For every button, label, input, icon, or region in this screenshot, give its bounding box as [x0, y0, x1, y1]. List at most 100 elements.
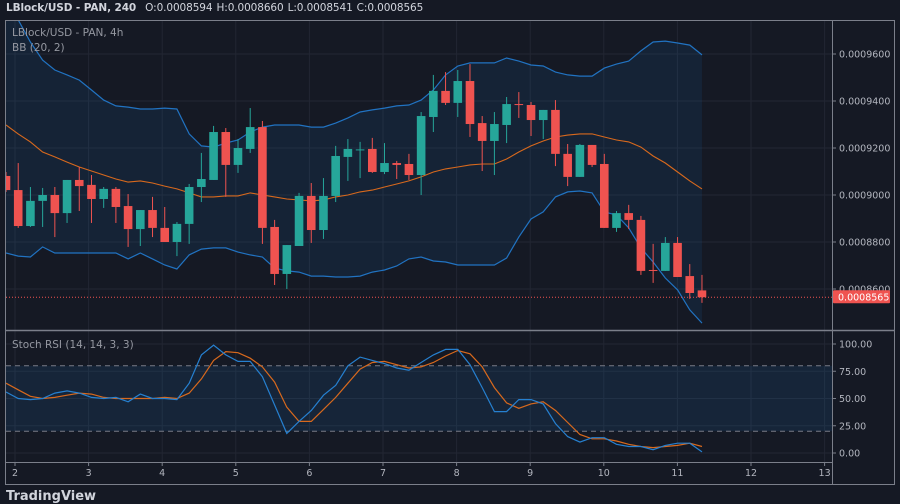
- candle-body[interactable]: [245, 127, 255, 149]
- candle-body[interactable]: [661, 242, 670, 271]
- candle[interactable]: [648, 243, 658, 283]
- candle-body[interactable]: [502, 104, 511, 125]
- candle[interactable]: [74, 167, 84, 211]
- candle[interactable]: [13, 163, 23, 228]
- candle[interactable]: [233, 139, 243, 173]
- candle[interactable]: [355, 141, 365, 179]
- candle-body[interactable]: [331, 155, 340, 196]
- candle[interactable]: [2, 171, 11, 192]
- candle-body[interactable]: [319, 195, 328, 231]
- candle-body[interactable]: [233, 148, 243, 165]
- stoch-pane[interactable]: [6, 344, 832, 453]
- candle[interactable]: [62, 179, 72, 223]
- candle-body[interactable]: [380, 163, 389, 172]
- candle-body[interactable]: [50, 195, 60, 214]
- candle[interactable]: [429, 74, 438, 133]
- candle-body[interactable]: [270, 226, 279, 274]
- candle-body[interactable]: [441, 90, 450, 103]
- candle-body[interactable]: [26, 200, 35, 227]
- candle-body[interactable]: [551, 109, 560, 154]
- candle-body[interactable]: [99, 188, 108, 199]
- candle[interactable]: [87, 175, 96, 223]
- candle-body[interactable]: [38, 195, 47, 201]
- candle[interactable]: [184, 183, 194, 244]
- candle[interactable]: [587, 144, 597, 168]
- candle-body[interactable]: [416, 116, 426, 176]
- time-axis[interactable]: 2 3 4 5 6 7 8 9 10 11 12 13: [12, 462, 831, 479]
- candle[interactable]: [380, 143, 389, 175]
- candle-body[interactable]: [209, 132, 218, 180]
- candle[interactable]: [404, 153, 414, 180]
- candle-body[interactable]: [685, 276, 695, 293]
- candle[interactable]: [258, 120, 267, 244]
- candle-body[interactable]: [294, 195, 304, 246]
- candle[interactable]: [319, 178, 328, 239]
- candle-body[interactable]: [465, 81, 475, 125]
- candle[interactable]: [392, 160, 402, 180]
- candle[interactable]: [514, 92, 524, 118]
- candle[interactable]: [502, 97, 511, 144]
- candle-body[interactable]: [306, 195, 316, 231]
- candle[interactable]: [123, 194, 133, 247]
- candle-body[interactable]: [221, 132, 231, 165]
- candle[interactable]: [526, 101, 536, 137]
- candle-body[interactable]: [563, 153, 572, 177]
- candle[interactable]: [636, 215, 646, 275]
- candle[interactable]: [270, 219, 279, 286]
- candle-body[interactable]: [636, 219, 646, 271]
- candle[interactable]: [245, 108, 255, 153]
- candle-body[interactable]: [368, 148, 377, 172]
- candle[interactable]: [673, 237, 682, 278]
- candle[interactable]: [197, 152, 206, 203]
- stoch-axis[interactable]: 100.00 75.00 50.00 25.00 0.00: [832, 340, 872, 460]
- candle-body[interactable]: [404, 163, 414, 176]
- candle-body[interactable]: [197, 179, 206, 188]
- candle[interactable]: [453, 69, 463, 117]
- candle[interactable]: [612, 210, 621, 232]
- candle[interactable]: [38, 187, 47, 227]
- candle[interactable]: [416, 112, 426, 195]
- candle-body[interactable]: [111, 188, 121, 207]
- candle[interactable]: [661, 237, 670, 271]
- price-pane[interactable]: [2, 10, 832, 324]
- price-axis[interactable]: 0.0009600 0.0009400 0.0009200 0.0009000 0.00…: [832, 50, 890, 304]
- candle[interactable]: [99, 187, 108, 208]
- candle-body[interactable]: [587, 144, 597, 165]
- candle-body[interactable]: [343, 148, 353, 157]
- candle-body[interactable]: [453, 81, 463, 103]
- candle-body[interactable]: [13, 190, 23, 227]
- candle-body[interactable]: [648, 269, 658, 271]
- candle[interactable]: [685, 264, 695, 299]
- candle-body[interactable]: [392, 163, 402, 165]
- stoch-rsi-legend[interactable]: Stoch RSI (14, 14, 3, 3): [12, 339, 134, 351]
- candle-body[interactable]: [184, 187, 194, 224]
- candle-body[interactable]: [282, 245, 292, 274]
- candle[interactable]: [172, 222, 182, 257]
- candle-body[interactable]: [612, 213, 621, 228]
- candle-body[interactable]: [575, 144, 585, 177]
- candle-body[interactable]: [697, 290, 707, 298]
- candle[interactable]: [148, 196, 157, 238]
- candle[interactable]: [294, 192, 304, 246]
- candle[interactable]: [111, 187, 121, 223]
- candle-body[interactable]: [490, 124, 499, 141]
- candle[interactable]: [697, 274, 707, 303]
- candle-body[interactable]: [2, 175, 11, 191]
- candle[interactable]: [50, 187, 60, 238]
- candle-body[interactable]: [526, 104, 536, 121]
- candle-body[interactable]: [74, 179, 84, 187]
- candle-body[interactable]: [148, 210, 157, 228]
- candle-body[interactable]: [477, 123, 487, 141]
- candle[interactable]: [441, 72, 450, 105]
- candle[interactable]: [368, 137, 377, 173]
- candle[interactable]: [465, 64, 475, 137]
- candle[interactable]: [477, 116, 487, 172]
- candle[interactable]: [221, 128, 231, 197]
- candle[interactable]: [160, 206, 170, 242]
- candle-body[interactable]: [172, 223, 182, 242]
- candle-body[interactable]: [160, 227, 170, 242]
- candle-body[interactable]: [673, 242, 682, 278]
- candle[interactable]: [551, 100, 560, 167]
- bb-indicator-legend[interactable]: BB (20, 2): [12, 42, 65, 54]
